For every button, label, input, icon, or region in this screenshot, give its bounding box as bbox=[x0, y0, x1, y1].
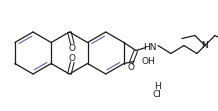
Text: H: H bbox=[154, 81, 160, 90]
Text: HN: HN bbox=[143, 43, 157, 52]
Text: O: O bbox=[128, 63, 135, 72]
Text: O: O bbox=[69, 54, 76, 62]
Text: Cl: Cl bbox=[153, 89, 162, 98]
Text: OH: OH bbox=[142, 57, 156, 66]
Text: N: N bbox=[202, 41, 208, 50]
Text: O: O bbox=[69, 44, 76, 53]
